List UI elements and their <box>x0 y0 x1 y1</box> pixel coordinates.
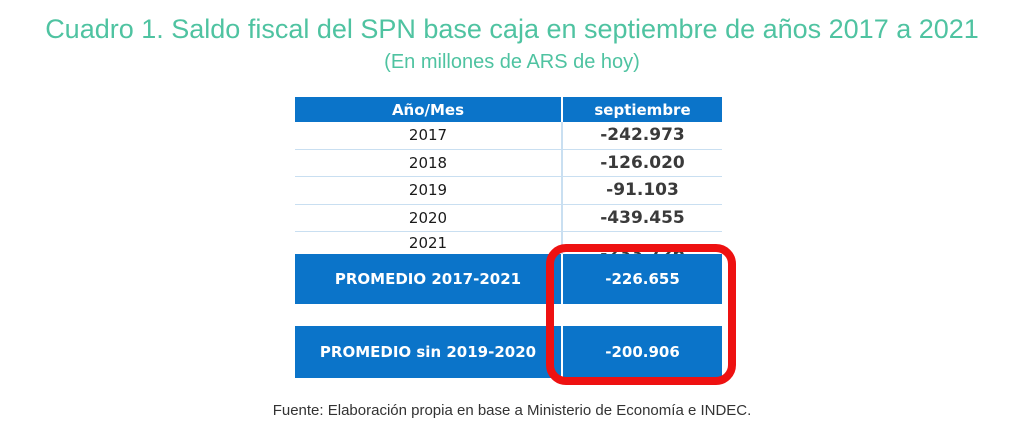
header-year-month: Año/Mes <box>391 100 465 119</box>
highlight-annotation-box <box>546 244 736 385</box>
table-title: Cuadro 1. Saldo fiscal del SPN base caja… <box>45 14 979 44</box>
average-value: -226.655 <box>561 254 722 304</box>
source-note: Fuente: Elaboración propia en base a Min… <box>272 402 752 419</box>
table-row: 2019 -91.103 <box>295 177 722 205</box>
row-year: 2019 <box>408 181 448 200</box>
row-value: -91.103 <box>561 177 722 204</box>
row-year: 2018 <box>408 153 448 172</box>
row-year: 2017 <box>408 126 448 145</box>
table-header-row: Año/Mes septiembre <box>295 97 722 122</box>
table-subtitle: (En millones de ARS de hoy) <box>384 51 640 73</box>
row-value: -126.020 <box>561 149 722 176</box>
header-september: septiembre <box>561 97 722 122</box>
table-row: 2020 -439.455 <box>295 204 722 232</box>
row-value: -439.455 <box>561 204 722 231</box>
fiscal-balance-table: Año/Mes septiembre 2017 -242.973 2018 -1… <box>295 97 722 378</box>
average-row: PROMEDIO 2017-2021 -226.655 <box>295 254 722 304</box>
row-year: 2020 <box>408 208 448 227</box>
average-value: -200.906 <box>561 326 722 378</box>
row-spacer <box>295 304 722 326</box>
row-year: 2021 <box>408 234 448 252</box>
table-row: 2018 -126.020 <box>295 149 722 177</box>
average-label: PROMEDIO 2017-2021 <box>334 270 522 288</box>
average-label: PROMEDIO sin 2019-2020 <box>319 343 537 361</box>
average-row: PROMEDIO sin 2019-2020 -200.906 <box>295 326 722 378</box>
row-value: -242.973 <box>561 122 722 149</box>
table-row: 2017 -242.973 <box>295 122 722 150</box>
